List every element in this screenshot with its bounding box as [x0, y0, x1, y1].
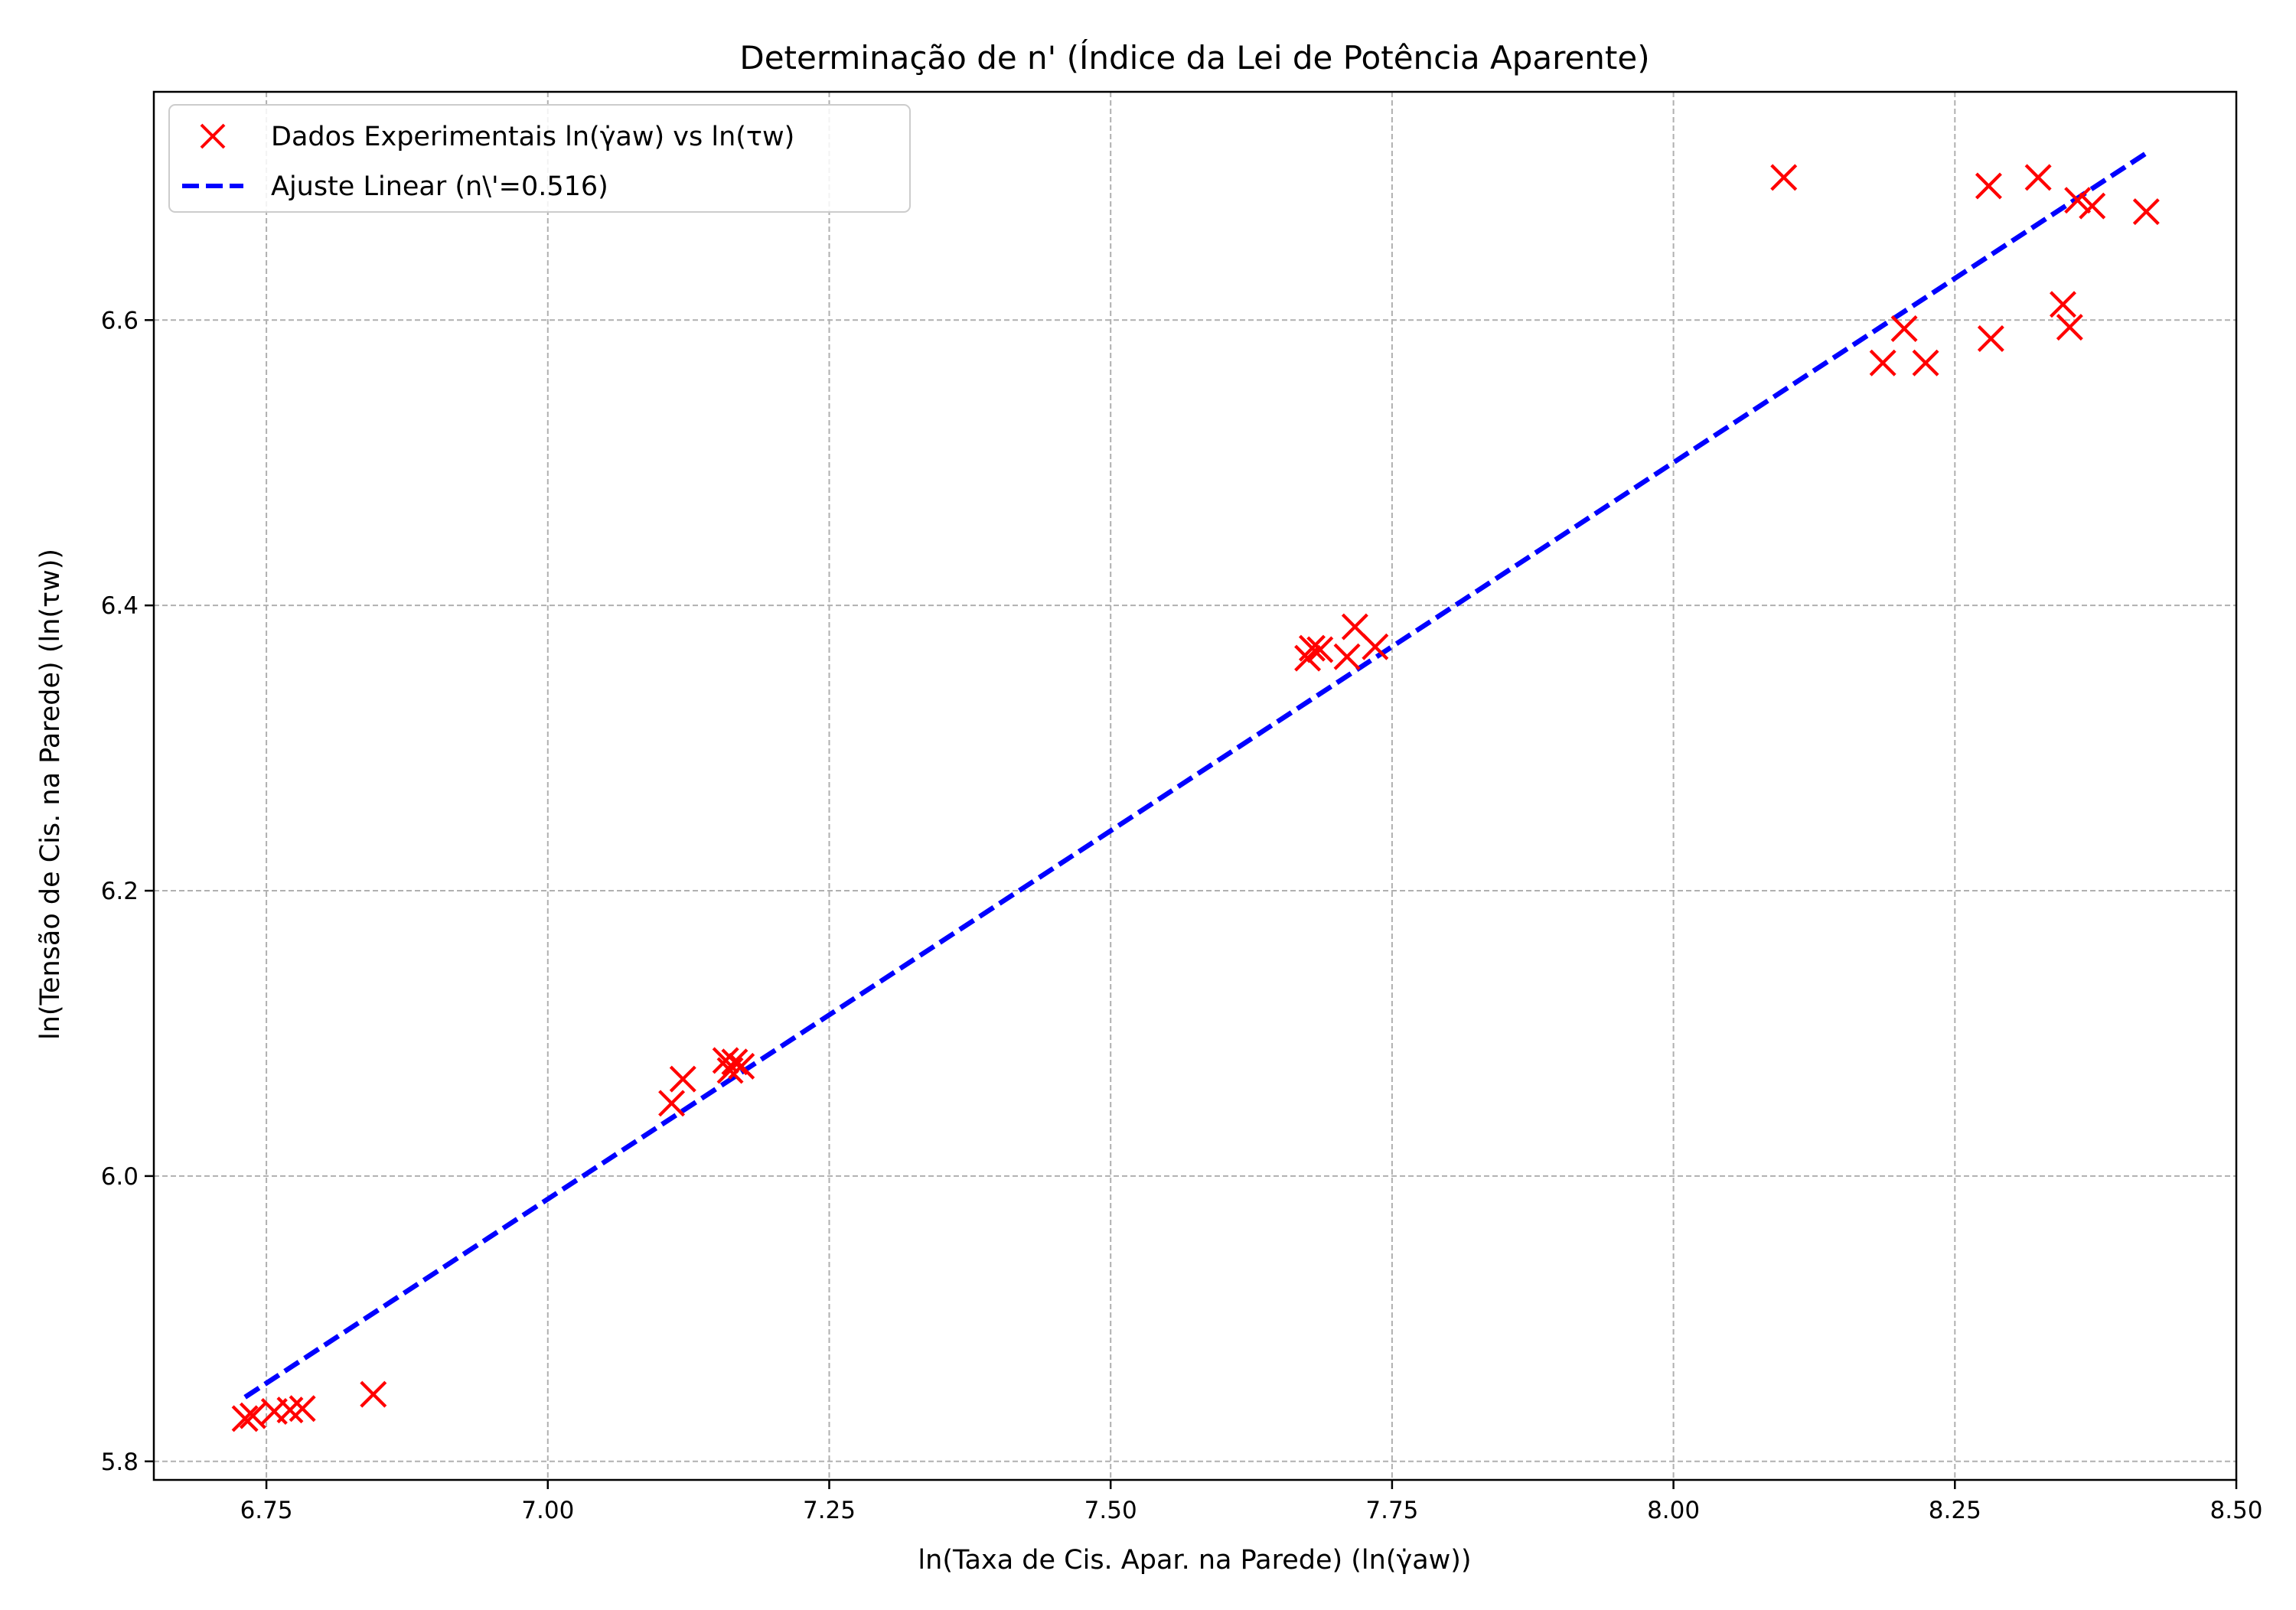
data-point	[276, 1397, 304, 1424]
data-point	[1977, 325, 2004, 353]
data-point	[1333, 643, 1361, 670]
plot-frame	[152, 90, 2238, 1481]
data-point	[2132, 198, 2160, 226]
data-point	[1912, 349, 1939, 376]
legend-label-scatter: Dados Experimentais ln(γ̇aw) vs ln(τw)	[271, 122, 794, 152]
data-point	[2056, 314, 2083, 341]
legend: Dados Experimentais ln(γ̇aw) vs ln(τw) A…	[168, 104, 911, 213]
data-point	[360, 1380, 387, 1408]
data-point	[2024, 164, 2052, 191]
y-tick-label: 6.0	[101, 1163, 139, 1191]
data-point	[289, 1395, 316, 1423]
data-point	[728, 1052, 755, 1080]
y-axis-label: ln(Tensão de Cis. na Parede) (ln(τw))	[35, 549, 66, 1040]
data-point	[1298, 634, 1326, 662]
legend-label-fit: Ajuste Linear (n\'=0.516)	[271, 171, 608, 202]
x-tick-label: 7.50	[1084, 1497, 1137, 1524]
data-point	[1306, 636, 1334, 663]
y-tick-label: 5.8	[101, 1449, 139, 1476]
data-point	[721, 1048, 748, 1076]
data-point	[231, 1405, 259, 1432]
y-tick-label: 6.2	[101, 878, 139, 905]
data-point	[658, 1090, 686, 1117]
x-tick-label: 7.75	[1365, 1497, 1418, 1524]
x-tick-label: 6.75	[240, 1497, 293, 1524]
x-tick-label: 7.00	[521, 1497, 574, 1524]
x-tick-label: 8.00	[1647, 1497, 1700, 1524]
legend-marker-scatter-icon	[200, 123, 226, 149]
data-point	[2079, 192, 2106, 220]
data-point	[1890, 315, 1918, 342]
x-tick-label: 8.25	[1929, 1497, 1981, 1524]
data-point	[2050, 291, 2076, 318]
data-point	[1869, 349, 1896, 376]
y-tick-label: 6.6	[101, 307, 139, 334]
x-tick-label: 7.25	[803, 1497, 856, 1524]
x-tick-label: 8.50	[2210, 1497, 2262, 1524]
data-point	[2064, 187, 2092, 214]
data-point	[239, 1402, 266, 1429]
chart-title: Determinação de n' (Índice da Lei de Pot…	[739, 38, 1649, 77]
data-points-layer	[231, 164, 2160, 1432]
y-tick-label: 6.4	[101, 592, 139, 620]
axis-ticks: 6.75 7.00 7.25 7.50 7.75 8.00 8.25 8.50 5.8 6.0 6.…	[101, 307, 2263, 1524]
data-point	[1770, 164, 1798, 191]
data-point	[1975, 172, 2002, 200]
x-axis-label: ln(Taxa de Cis. Apar. na Parede) (ln(γ̇a…	[918, 1545, 1471, 1576]
data-point	[669, 1065, 696, 1093]
legend-box	[168, 104, 911, 213]
data-point	[1362, 633, 1389, 660]
